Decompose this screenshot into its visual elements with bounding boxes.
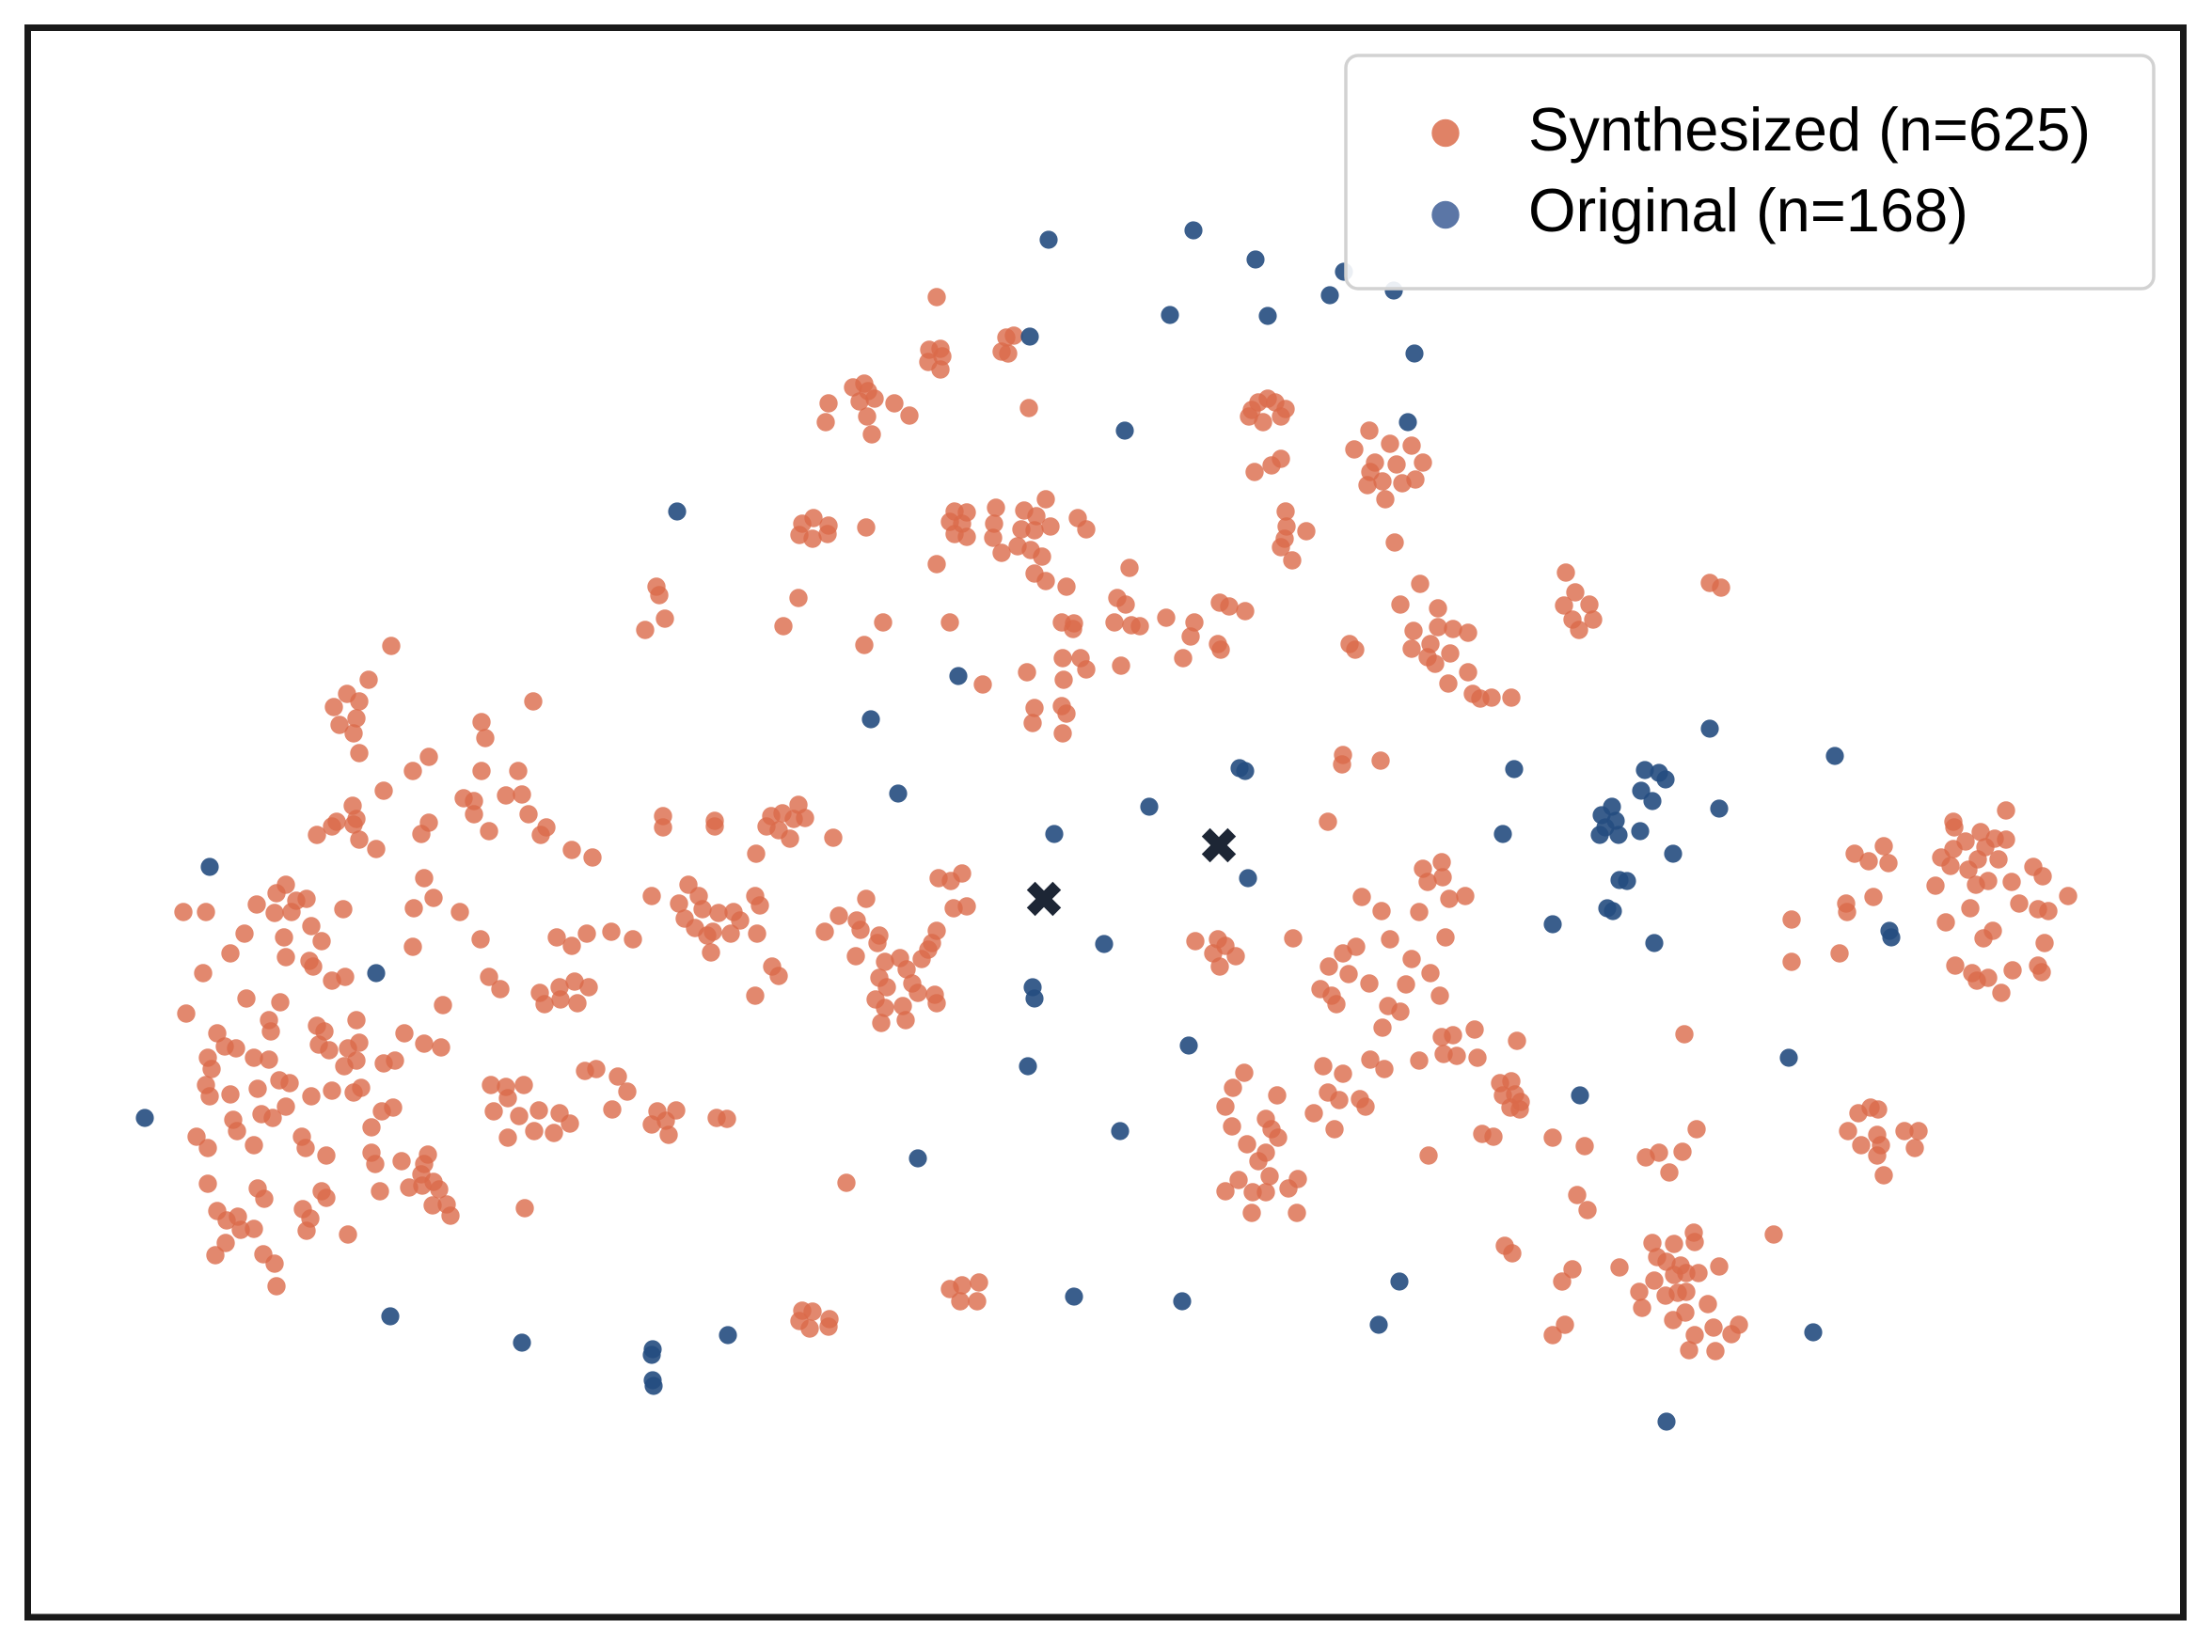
svg-text:Synthesized (n=625): Synthesized (n=625) xyxy=(1528,95,2091,164)
svg-text:Original (n=168): Original (n=168) xyxy=(1528,176,1968,244)
